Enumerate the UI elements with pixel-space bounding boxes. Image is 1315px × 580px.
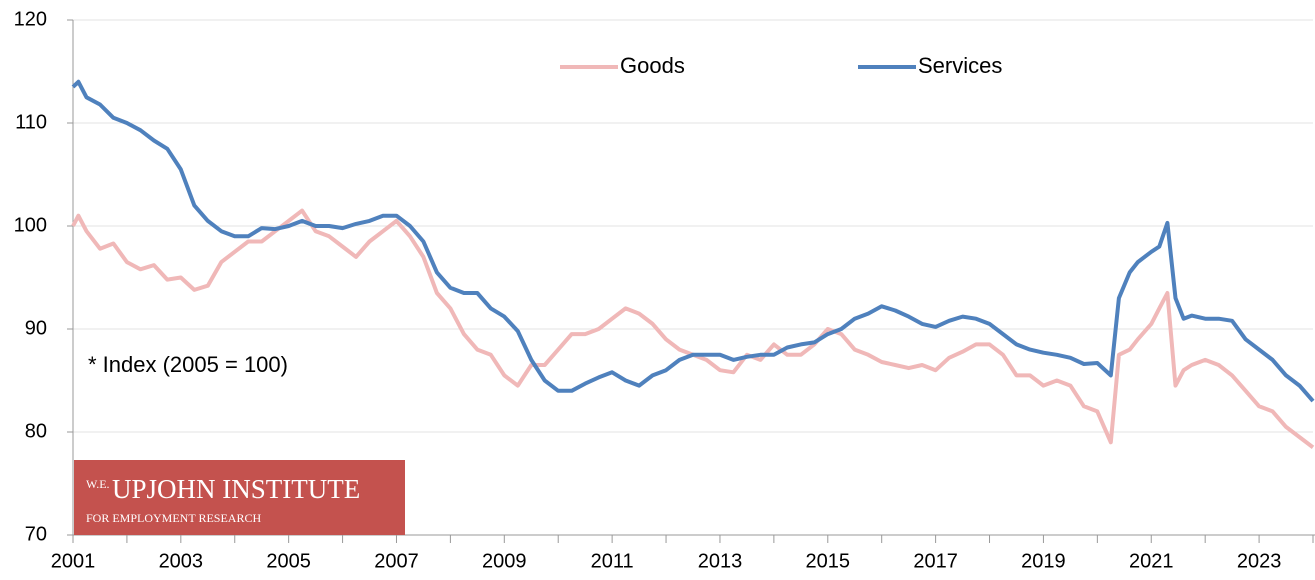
x-tick-label: 2001	[51, 550, 96, 572]
x-tick-label: 2019	[1021, 550, 1066, 572]
x-tick-label: 2015	[806, 550, 851, 572]
x-tick-label: 2011	[591, 550, 634, 572]
annotation: * Index (2005 = 100)	[88, 352, 288, 377]
x-tick-label: 2021	[1129, 550, 1174, 572]
logo-subtitle: FOR EMPLOYMENT RESEARCH	[86, 511, 261, 525]
x-tick-label: 2007	[374, 550, 419, 572]
logo-background	[74, 460, 405, 535]
series-line	[71, 79, 1315, 403]
logo: W.E. UPJOHN INSTITUTE FOR EMPLOYMENT RES…	[74, 460, 405, 535]
x-tick-label: 2017	[913, 550, 958, 572]
x-tick-label: 2009	[482, 550, 527, 572]
y-tick-label: 100	[14, 214, 47, 236]
y-tick-label: 90	[25, 317, 47, 339]
y-tick-label: 110	[15, 111, 47, 133]
x-tick-label: 2013	[698, 550, 743, 572]
legend-label: Services	[918, 53, 1002, 78]
y-tick-label: 80	[25, 420, 47, 442]
x-tick-label: 2023	[1237, 550, 1282, 572]
y-tick-label: 120	[14, 8, 47, 30]
series-line	[71, 208, 1315, 449]
logo-title: UPJOHN INSTITUTE	[112, 474, 360, 504]
x-tick-label: 2003	[159, 550, 204, 572]
legend-label: Goods	[620, 53, 685, 78]
x-tick-label: 2005	[266, 550, 311, 572]
y-tick-label: 70	[25, 523, 47, 545]
logo-prefix: W.E.	[86, 477, 110, 491]
